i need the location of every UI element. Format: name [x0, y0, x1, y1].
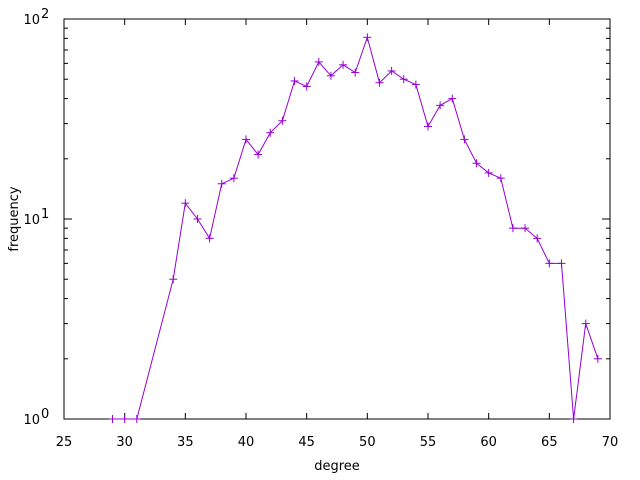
data-point: [557, 259, 566, 268]
data-point: [302, 82, 311, 91]
y-tick-base: 10: [23, 13, 40, 28]
data-point: [229, 174, 238, 183]
x-tick-label: 60: [480, 435, 497, 450]
data-point: [193, 215, 202, 223]
data-point: [508, 224, 517, 233]
plot-frame: [63, 18, 611, 420]
x-tick-label: 35: [177, 435, 194, 450]
data-point: [120, 415, 129, 423]
data-point: [436, 101, 445, 110]
data-point: [363, 33, 372, 42]
data-point: [448, 94, 457, 103]
data-point: [278, 116, 287, 125]
data-point: [533, 234, 542, 243]
data-point: [521, 224, 530, 233]
x-axis-label: degree: [314, 459, 360, 474]
data-point: [326, 71, 335, 80]
data-point: [472, 159, 481, 168]
data-point: [132, 415, 141, 423]
plot-area: [63, 18, 611, 420]
data-point: [266, 128, 275, 137]
y-axis-label: frequency: [7, 186, 22, 252]
data-point: [169, 275, 178, 284]
y-tick-exponent: 1: [41, 207, 49, 222]
x-tick-label: 55: [420, 435, 437, 450]
data-point: [375, 78, 384, 87]
y-tick-exponent: 2: [41, 7, 49, 22]
data-point: [254, 150, 263, 159]
data-point: [593, 354, 602, 363]
x-tick-label: 50: [359, 435, 376, 450]
data-point: [581, 319, 590, 328]
x-tick-label: 40: [238, 435, 255, 450]
data-point: [181, 199, 190, 208]
y-tick-exponent: 0: [41, 407, 49, 422]
data-point: [387, 66, 396, 75]
y-tick-base: 10: [23, 413, 40, 428]
data-point: [484, 168, 493, 177]
x-tick-label: 30: [116, 435, 133, 450]
data-point: [399, 75, 408, 84]
y-tick-label: 10 0: [23, 407, 49, 428]
data-point: [314, 57, 323, 66]
data-point: [424, 122, 432, 131]
x-tick-label: 45: [298, 435, 315, 450]
data-point: [108, 415, 117, 423]
data-point: [217, 179, 226, 188]
y-tick-label: 10 1: [23, 207, 49, 228]
data-point: [351, 68, 360, 77]
data-point: [411, 80, 420, 89]
y-tick-label: 10 2: [23, 7, 49, 28]
x-tick-label: 65: [541, 435, 558, 450]
y-tick-base: 10: [23, 213, 40, 228]
series-layer: [108, 33, 602, 423]
data-point: [339, 60, 348, 69]
data-point: [242, 135, 250, 144]
data-point: [496, 174, 505, 183]
x-axis-ticks: 25 30 35 40 45 50 55 60 65 70: [56, 19, 619, 450]
data-point: [460, 135, 469, 144]
data-point: [545, 259, 554, 268]
x-tick-label: 70: [602, 435, 619, 450]
data-point: [205, 234, 214, 243]
x-tick-label: 25: [56, 435, 73, 450]
data-point: [569, 415, 578, 423]
data-point: [290, 76, 299, 85]
